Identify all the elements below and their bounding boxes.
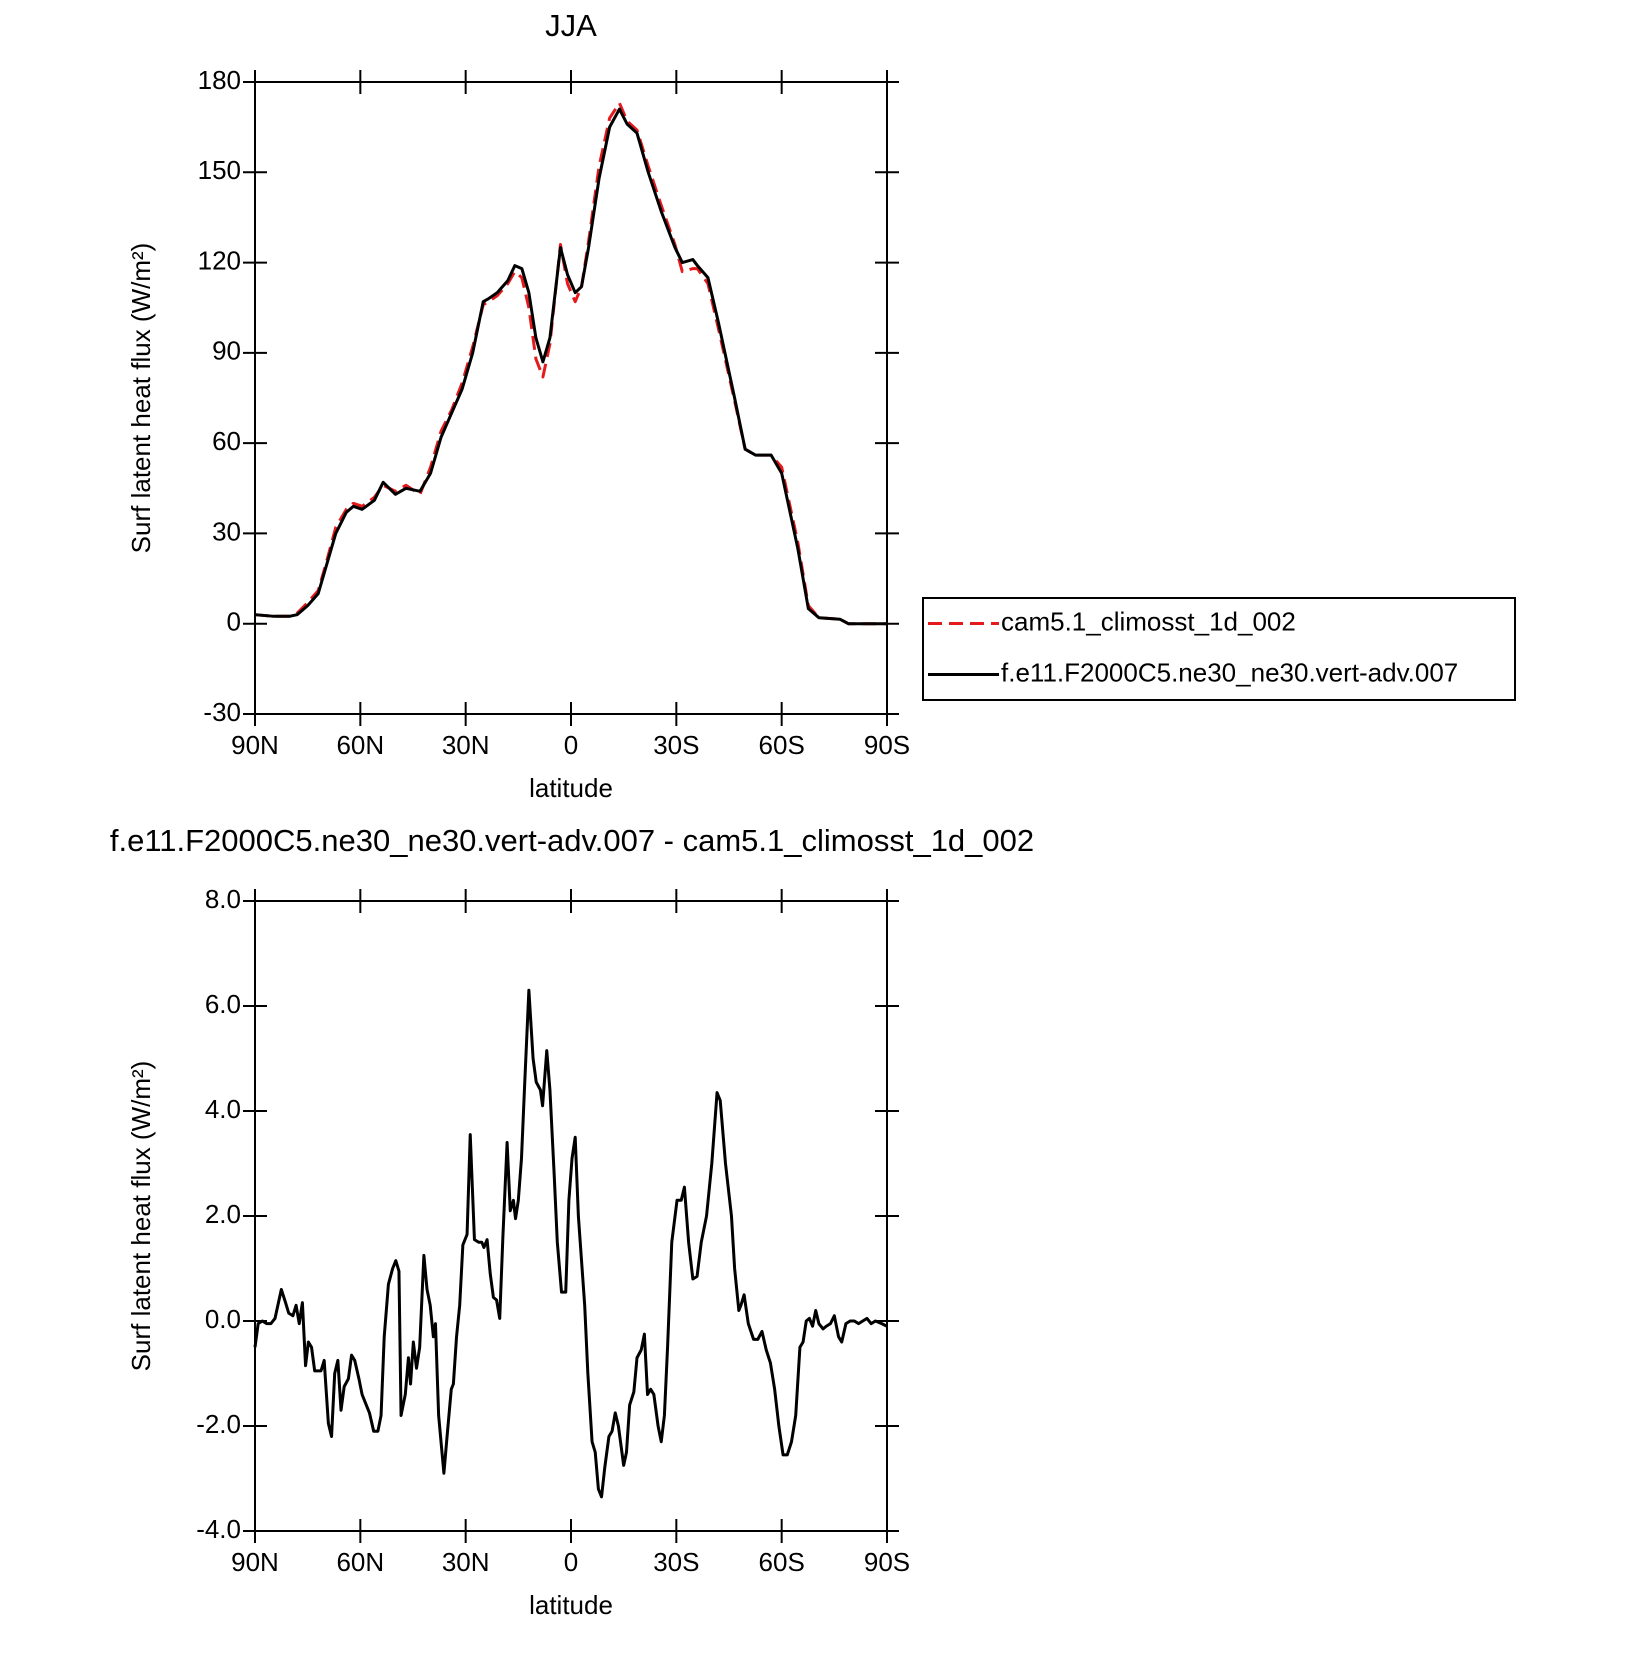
chart-title: JJA [545,8,597,43]
x-axis-label: latitude [529,773,613,803]
y-tick-label: -2.0 [196,1409,241,1439]
x-axis-label: latitude [529,1590,613,1620]
data-line [254,107,887,626]
plot-frame [254,81,888,715]
x-tick-label: 30N [442,730,490,760]
y-tick-label: 150 [198,155,241,185]
x-tick-label: 90N [231,730,279,760]
y-axis-label: Surf latent heat flux (W/m²) [126,1061,156,1372]
y-tick-label: 2.0 [205,1199,241,1229]
x-tick-label: 30S [653,1547,699,1577]
x-tick-label: 30S [653,730,699,760]
legend-label: f.e11.F2000C5.ne30_ne30.vert-adv.007 [1001,657,1458,687]
y-tick-label: 8.0 [205,884,241,914]
y-tick-label: 90 [212,336,241,366]
x-tick-label: 0 [564,1547,578,1577]
y-tick-label: 180 [198,65,241,95]
x-tick-label: 90S [864,730,910,760]
x-tick-label: 30N [442,1547,490,1577]
y-tick-label: 0.0 [205,1304,241,1334]
x-tick-label: 0 [564,730,578,760]
x-tick-label: 90N [231,1547,279,1577]
y-tick-label: 120 [198,245,241,275]
chart-title: f.e11.F2000C5.ne30_ne30.vert-adv.007 - c… [110,823,1034,858]
y-tick-label: 30 [212,516,241,546]
y-tick-label: -4.0 [196,1514,241,1544]
y-tick-label: -30 [203,697,241,727]
y-tick-label: 6.0 [205,989,241,1019]
x-tick-label: 60N [336,730,384,760]
y-tick-label: 60 [212,426,241,456]
legend-label: cam5.1_climosst_1d_002 [1001,606,1296,636]
x-tick-label: 60S [759,1547,805,1577]
x-tick-label: 90S [864,1547,910,1577]
y-axis-label: Surf latent heat flux (W/m²) [126,243,156,554]
data-line [254,101,887,626]
y-tick-label: 0 [227,607,241,637]
data-line [253,988,888,1499]
y-tick-label: 4.0 [205,1094,241,1124]
x-tick-label: 60S [759,730,805,760]
legend-box [922,597,1516,701]
x-tick-label: 60N [336,1547,384,1577]
